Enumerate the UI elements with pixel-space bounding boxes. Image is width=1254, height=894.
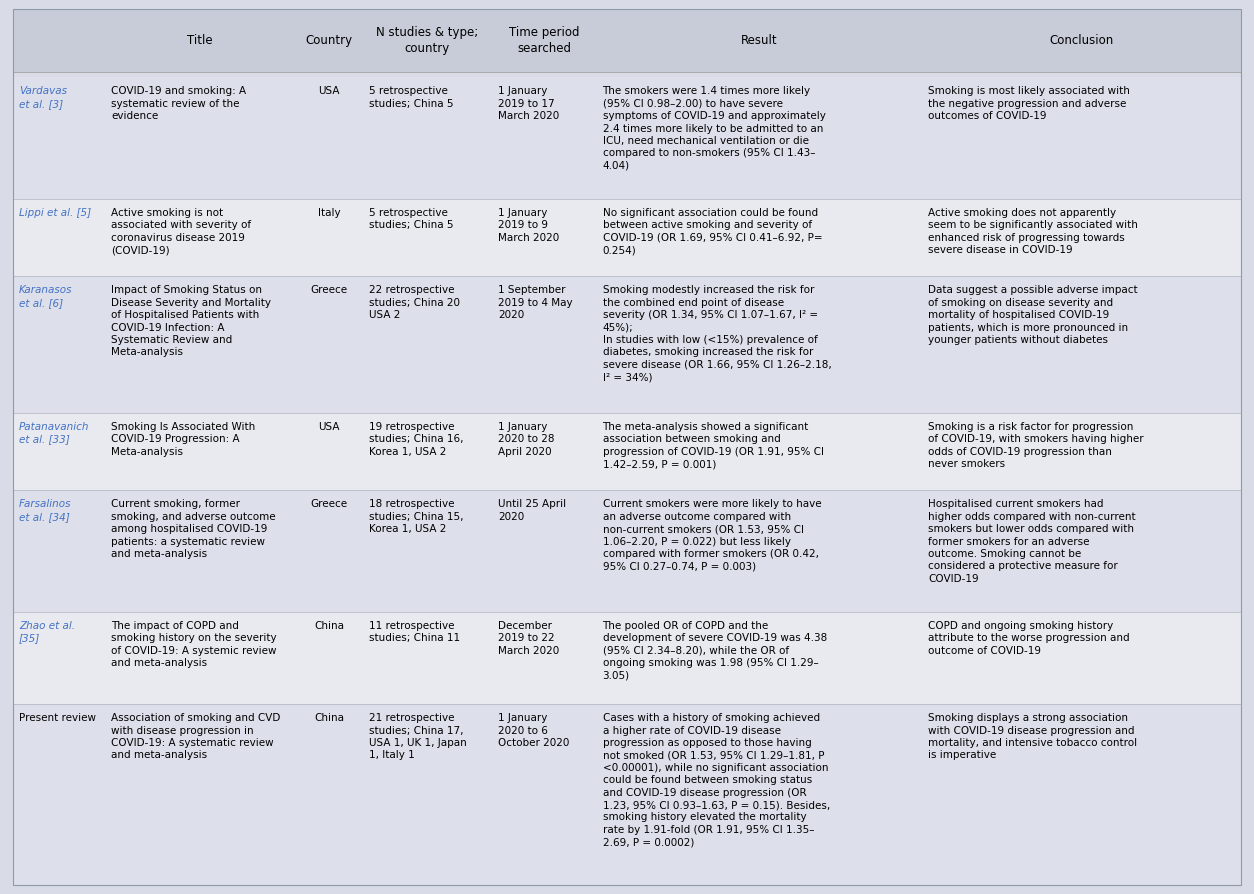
Text: Current smoking, former
smoking, and adverse outcome
among hospitalised COVID-19: Current smoking, former smoking, and adv… xyxy=(110,500,276,559)
Text: China: China xyxy=(314,621,344,631)
Text: The meta-analysis showed a significant
association between smoking and
progressi: The meta-analysis showed a significant a… xyxy=(602,422,824,469)
Text: Greece: Greece xyxy=(311,285,347,295)
Text: Country: Country xyxy=(306,34,352,46)
Text: 1 January
2019 to 17
March 2020: 1 January 2019 to 17 March 2020 xyxy=(498,87,559,121)
Text: USA: USA xyxy=(319,87,340,97)
Text: Italy: Italy xyxy=(317,208,340,218)
Text: Smoking is a risk factor for progression
of COVID-19, with smokers having higher: Smoking is a risk factor for progression… xyxy=(928,422,1144,469)
Text: Zhao et al.
[35]: Zhao et al. [35] xyxy=(19,621,75,644)
Text: 18 retrospective
studies; China 15,
Korea 1, USA 2: 18 retrospective studies; China 15, Kore… xyxy=(369,500,464,534)
Text: Lippi et al. [5]: Lippi et al. [5] xyxy=(19,208,92,218)
FancyBboxPatch shape xyxy=(13,77,1241,199)
Text: China: China xyxy=(314,713,344,723)
Text: 5 retrospective
studies; China 5: 5 retrospective studies; China 5 xyxy=(369,208,454,231)
Text: 1 January
2020 to 28
April 2020: 1 January 2020 to 28 April 2020 xyxy=(498,422,554,457)
Text: Smoking Is Associated With
COVID-19 Progression: A
Meta-analysis: Smoking Is Associated With COVID-19 Prog… xyxy=(110,422,256,457)
Text: Hospitalised current smokers had
higher odds compared with non-current
smokers b: Hospitalised current smokers had higher … xyxy=(928,500,1136,584)
Text: Greece: Greece xyxy=(311,500,347,510)
Text: Vardavas
et al. [3]: Vardavas et al. [3] xyxy=(19,87,66,109)
Text: Time period
searched: Time period searched xyxy=(509,26,579,55)
Text: Smoking displays a strong association
with COVID-19 disease progression and
mort: Smoking displays a strong association wi… xyxy=(928,713,1137,761)
Text: N studies & type;
country: N studies & type; country xyxy=(376,26,479,55)
Text: 21 retrospective
studies; China 17,
USA 1, UK 1, Japan
1, Italy 1: 21 retrospective studies; China 17, USA … xyxy=(369,713,466,761)
Text: Until 25 April
2020: Until 25 April 2020 xyxy=(498,500,567,522)
Text: 19 retrospective
studies; China 16,
Korea 1, USA 2: 19 retrospective studies; China 16, Kore… xyxy=(369,422,464,457)
FancyBboxPatch shape xyxy=(13,490,1241,612)
Text: 1 January
2019 to 9
March 2020: 1 January 2019 to 9 March 2020 xyxy=(498,208,559,243)
FancyBboxPatch shape xyxy=(13,612,1241,704)
Text: Farsalinos
et al. [34]: Farsalinos et al. [34] xyxy=(19,500,71,522)
Text: No significant association could be found
between active smoking and severity of: No significant association could be foun… xyxy=(602,208,823,256)
FancyBboxPatch shape xyxy=(13,276,1241,413)
Text: Karanasos
et al. [6]: Karanasos et al. [6] xyxy=(19,285,73,308)
FancyBboxPatch shape xyxy=(13,413,1241,490)
Text: 22 retrospective
studies; China 20
USA 2: 22 retrospective studies; China 20 USA 2 xyxy=(369,285,460,320)
Text: Current smokers were more likely to have
an adverse outcome compared with
non-cu: Current smokers were more likely to have… xyxy=(602,500,821,571)
Text: USA: USA xyxy=(319,422,340,432)
FancyBboxPatch shape xyxy=(13,9,1241,72)
Text: 5 retrospective
studies; China 5: 5 retrospective studies; China 5 xyxy=(369,87,454,109)
Text: Smoking is most likely associated with
the negative progression and adverse
outc: Smoking is most likely associated with t… xyxy=(928,87,1130,121)
Text: The smokers were 1.4 times more likely
(95% CI 0.98–2.00) to have severe
symptom: The smokers were 1.4 times more likely (… xyxy=(602,87,825,171)
Text: Impact of Smoking Status on
Disease Severity and Mortality
of Hospitalised Patie: Impact of Smoking Status on Disease Seve… xyxy=(110,285,271,358)
FancyBboxPatch shape xyxy=(13,199,1241,276)
Text: Association of smoking and CVD
with disease progression in
COVID-19: A systemati: Association of smoking and CVD with dise… xyxy=(110,713,281,761)
Text: 1 January
2020 to 6
October 2020: 1 January 2020 to 6 October 2020 xyxy=(498,713,569,748)
Text: Data suggest a possible adverse impact
of smoking on disease severity and
mortal: Data suggest a possible adverse impact o… xyxy=(928,285,1137,345)
Text: COVID-19 and smoking: A
systematic review of the
evidence: COVID-19 and smoking: A systematic revie… xyxy=(110,87,246,121)
Text: Title: Title xyxy=(187,34,213,46)
Text: 11 retrospective
studies; China 11: 11 retrospective studies; China 11 xyxy=(369,621,460,644)
Text: Result: Result xyxy=(741,34,777,46)
Text: December
2019 to 22
March 2020: December 2019 to 22 March 2020 xyxy=(498,621,559,656)
Text: COPD and ongoing smoking history
attribute to the worse progression and
outcome : COPD and ongoing smoking history attribu… xyxy=(928,621,1130,656)
Text: Patanavanich
et al. [33]: Patanavanich et al. [33] xyxy=(19,422,89,444)
Text: Smoking modestly increased the risk for
the combined end point of disease
severi: Smoking modestly increased the risk for … xyxy=(602,285,831,383)
Text: Conclusion: Conclusion xyxy=(1050,34,1114,46)
Text: Active smoking is not
associated with severity of
coronavirus disease 2019
(COVI: Active smoking is not associated with se… xyxy=(110,208,251,256)
Text: The pooled OR of COPD and the
development of severe COVID-19 was 4.38
(95% CI 2.: The pooled OR of COPD and the developmen… xyxy=(602,621,826,680)
Text: Cases with a history of smoking achieved
a higher rate of COVID-19 disease
progr: Cases with a history of smoking achieved… xyxy=(602,713,830,848)
Text: Active smoking does not apparently
seem to be significantly associated with
enha: Active smoking does not apparently seem … xyxy=(928,208,1139,256)
Text: 1 September
2019 to 4 May
2020: 1 September 2019 to 4 May 2020 xyxy=(498,285,573,320)
FancyBboxPatch shape xyxy=(13,704,1241,885)
Text: The impact of COPD and
smoking history on the severity
of COVID-19: A systemic r: The impact of COPD and smoking history o… xyxy=(110,621,277,669)
Text: Present review: Present review xyxy=(19,713,95,723)
